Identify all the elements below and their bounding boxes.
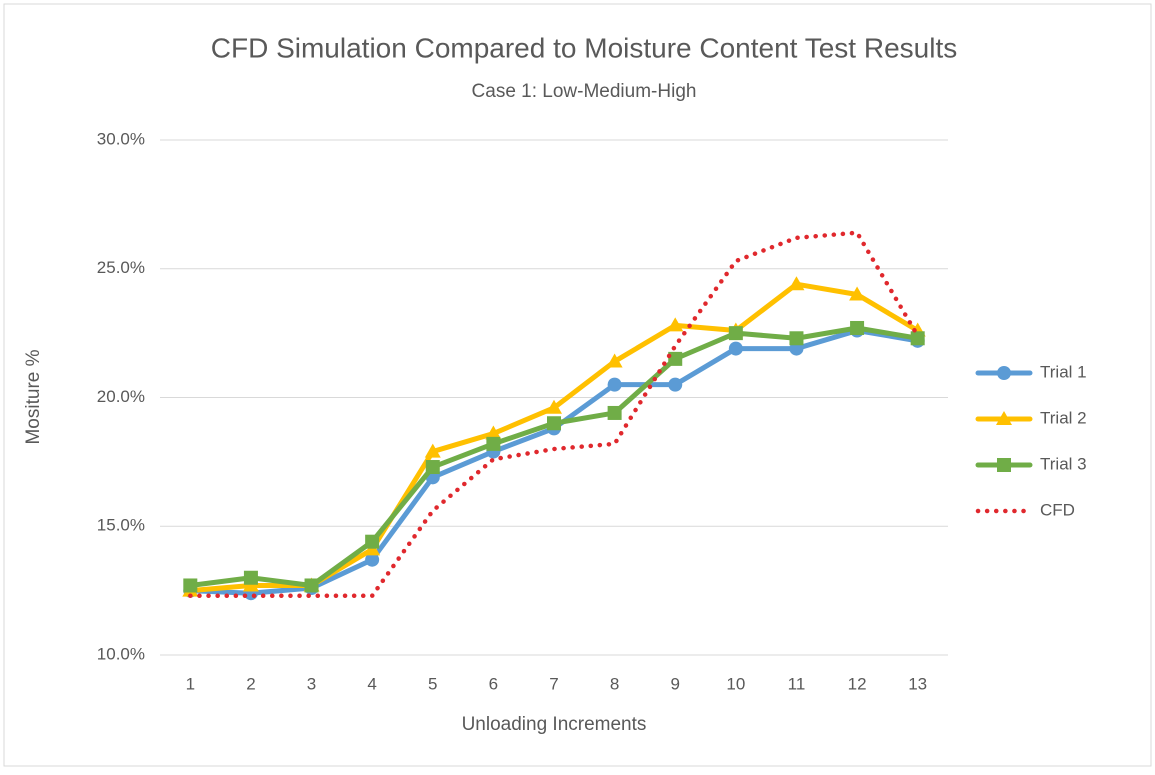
marker — [424, 443, 441, 458]
x-tick-label: 2 — [246, 674, 255, 693]
chart-title: CFD Simulation Compared to Moisture Cont… — [211, 32, 957, 63]
y-tick-label: 15.0% — [97, 516, 145, 535]
marker — [304, 578, 319, 593]
marker — [243, 570, 258, 585]
legend-label: CFD — [1040, 500, 1075, 519]
marker — [728, 326, 743, 341]
marker — [606, 353, 623, 368]
marker — [183, 578, 198, 593]
x-tick-label: 5 — [428, 674, 437, 693]
x-tick-label: 3 — [307, 674, 316, 693]
marker — [728, 341, 743, 356]
x-tick-label: 7 — [549, 674, 558, 693]
marker — [997, 366, 1011, 380]
marker — [996, 411, 1012, 425]
legend-label: Trial 2 — [1040, 408, 1087, 427]
x-tick-label: 6 — [489, 674, 498, 693]
marker — [425, 460, 440, 475]
x-tick-label: 8 — [610, 674, 619, 693]
y-tick-label: 25.0% — [97, 258, 145, 277]
x-tick-label: 13 — [908, 674, 927, 693]
x-tick-label: 10 — [726, 674, 745, 693]
x-tick-label: 12 — [848, 674, 867, 693]
marker — [486, 436, 501, 451]
marker — [997, 458, 1011, 472]
y-tick-label: 30.0% — [97, 129, 145, 148]
marker — [607, 405, 622, 420]
chart-border — [3, 3, 1152, 767]
x-tick-label: 11 — [788, 674, 806, 693]
legend-label: Trial 3 — [1040, 454, 1087, 473]
marker — [788, 276, 805, 291]
series-line — [188, 230, 920, 599]
marker — [667, 317, 684, 332]
marker — [789, 331, 804, 346]
y-tick-label: 10.0% — [97, 644, 145, 663]
y-tick-label: 20.0% — [97, 387, 145, 406]
marker — [668, 351, 683, 366]
marker — [365, 534, 380, 549]
x-tick-label: 1 — [186, 674, 195, 693]
marker — [668, 377, 683, 392]
marker — [850, 320, 865, 335]
marker — [365, 552, 380, 567]
marker — [485, 425, 502, 440]
chart-subtitle: Case 1: Low-Medium-High — [472, 81, 697, 102]
x-tick-label: 9 — [670, 674, 679, 693]
marker — [910, 331, 925, 346]
x-tick-label: 4 — [367, 674, 376, 693]
marker — [546, 399, 562, 414]
x-axis-label: Unloading Increments — [462, 714, 647, 735]
legend-label: Trial 1 — [1040, 362, 1087, 381]
marker — [607, 377, 622, 392]
marker — [849, 286, 866, 301]
y-axis-label: Mositure % — [23, 349, 44, 444]
marker — [547, 416, 561, 431]
